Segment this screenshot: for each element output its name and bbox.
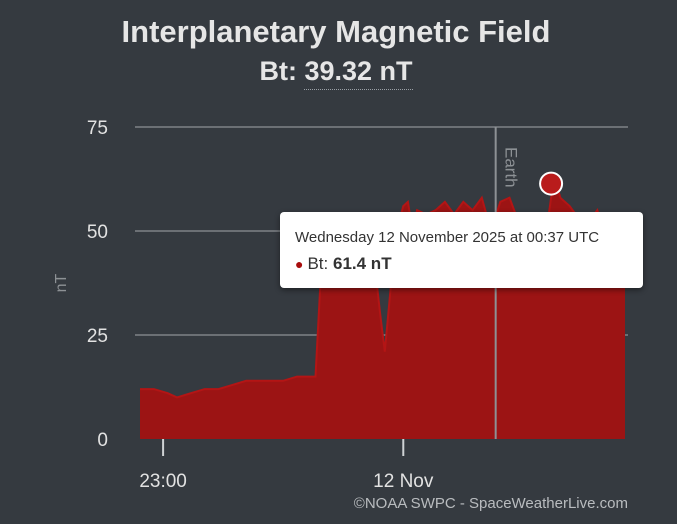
y-tick-label: 50 [87, 222, 108, 243]
x-tick-label: 12 Nov [373, 471, 434, 492]
tooltip-date: Wednesday 12 November 2025 at 00:37 UTC [295, 229, 600, 246]
subtitle-prefix: Bt: [259, 56, 297, 86]
y-tick-label: 75 [87, 118, 108, 139]
chart-title: Interplanetary Magnetic Field [121, 14, 551, 49]
x-tick-label: 23:00 [139, 471, 187, 492]
y-tick-label: 0 [97, 430, 108, 451]
tooltip-row: ● Bt: 61.4 nT [295, 254, 643, 274]
y-axis-label: nT [53, 273, 70, 292]
highlight-point [539, 171, 564, 196]
chart-subtitle: Bt: 39.32 nT [0, 56, 672, 90]
series-dot-icon: ● [295, 256, 304, 272]
earth-marker-label: Earth [502, 147, 521, 188]
credits-link[interactable]: ©NOAA SWPC - SpaceWeatherLive.com [353, 495, 628, 512]
current-bt-value: 39.32 nT [304, 56, 413, 90]
y-tick-label: 25 [87, 326, 108, 347]
tooltip-value: 61.4 nT [333, 254, 392, 273]
tooltip-series: Bt: [307, 254, 329, 273]
tooltip: Wednesday 12 November 2025 at 00:37 UTC … [280, 212, 643, 288]
